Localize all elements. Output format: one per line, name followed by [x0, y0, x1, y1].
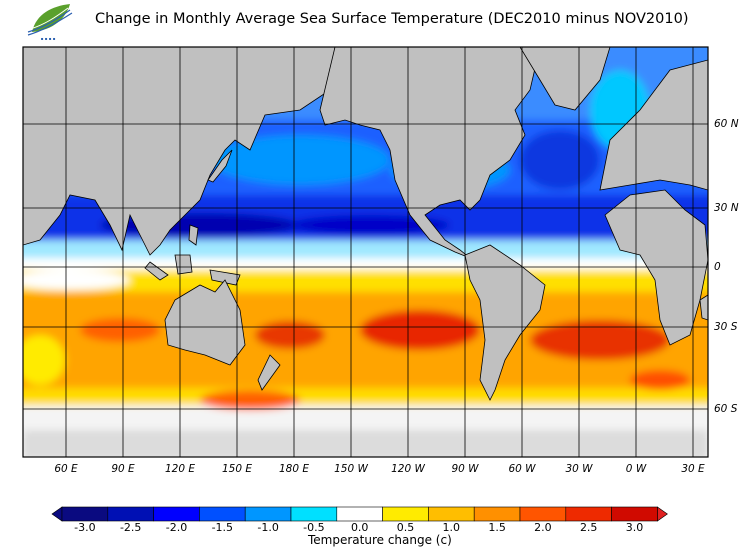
colorbar-tick-label: 2.5: [579, 521, 598, 534]
madagascar: [699, 294, 708, 321]
new-guinea: [209, 269, 241, 286]
latitude-label: 0: [714, 261, 721, 273]
north-america: [319, 47, 541, 259]
longitude-label: 150 W: [334, 463, 368, 475]
map-frame: [22, 46, 709, 458]
philippines: [188, 224, 199, 246]
borneo: [174, 254, 193, 275]
colorbar-tick-label: 1.0: [442, 521, 461, 534]
longitude-label: 120 E: [164, 463, 196, 475]
colorbar-tick-label: -2.0: [165, 521, 188, 534]
indonesia: [144, 261, 169, 281]
colorbar-swatch: [290, 506, 338, 522]
europe: [599, 59, 708, 191]
africa: [604, 189, 708, 346]
latitude-label: 30 S: [714, 321, 738, 333]
latitude-label: 60 S: [714, 403, 738, 415]
colorbar-swatch: [519, 506, 567, 522]
colorbar-swatch: [153, 506, 200, 522]
latitude-label: 60 N: [714, 118, 739, 130]
colorbar-swatch: [565, 506, 612, 522]
colorbar-swatch: [473, 506, 521, 522]
graticule: [23, 47, 708, 457]
colorbar-tick-label: 3.0: [625, 521, 644, 534]
latitude-label: 30 N: [714, 202, 739, 214]
greenland: [519, 47, 611, 111]
colorbar-tick-label: 1.5: [488, 521, 506, 534]
south-america: [464, 244, 546, 401]
longitude-label: 30 W: [565, 463, 593, 475]
colorbar-over-arrow: [657, 506, 668, 522]
asia: [23, 47, 336, 256]
colorbar-swatch: [244, 506, 292, 522]
colorbar-tick-label: 0.0: [350, 521, 369, 534]
colorbar-tick-label: -0.5: [303, 521, 325, 534]
colorbar-tick-label: 0.5: [396, 521, 415, 534]
colorbar-swatch: [336, 506, 383, 522]
longitude-label: 150 E: [221, 463, 253, 475]
longitude-label: 120 W: [391, 463, 425, 475]
agency-logo: ▪ ▪ ▪ ▪: [27, 4, 73, 41]
australia: [164, 279, 246, 366]
colorbar-tick-label: -2.5: [119, 521, 142, 534]
longitude-label: 60 W: [508, 463, 536, 475]
colorbar: [51, 506, 668, 522]
japan: [207, 149, 233, 183]
colorbar-swatch: [199, 506, 246, 522]
new-zealand: [257, 354, 281, 391]
longitude-label: 0 W: [625, 463, 647, 475]
map-title: Change in Monthly Average Sea Surface Te…: [95, 11, 689, 27]
colorbar-title: Temperature change (c): [308, 533, 452, 547]
colorbar-swatch: [382, 506, 429, 522]
longitude-label: 60 E: [54, 463, 78, 475]
colorbar-tick-label: -1.5: [211, 521, 234, 534]
colorbar-tick-label: -3.0: [74, 521, 96, 534]
colorbar-swatch: [428, 506, 475, 522]
longitude-label: 90 W: [451, 463, 479, 475]
colorbar-swatch: [61, 506, 109, 522]
colorbar-tick-label: -1.0: [257, 521, 279, 534]
colorbar-tick-label: 2.0: [534, 521, 552, 534]
colorbar-swatch: [107, 506, 154, 522]
colorbar-under-arrow: [51, 506, 63, 522]
land: [23, 47, 708, 401]
colorbar-swatch: [611, 506, 658, 522]
longitude-label: 90 E: [111, 463, 135, 475]
longitude-label: 180 E: [278, 463, 310, 475]
svg-text:▪ ▪ ▪ ▪: ▪ ▪ ▪ ▪: [41, 36, 56, 41]
longitude-label: 30 E: [681, 463, 705, 475]
